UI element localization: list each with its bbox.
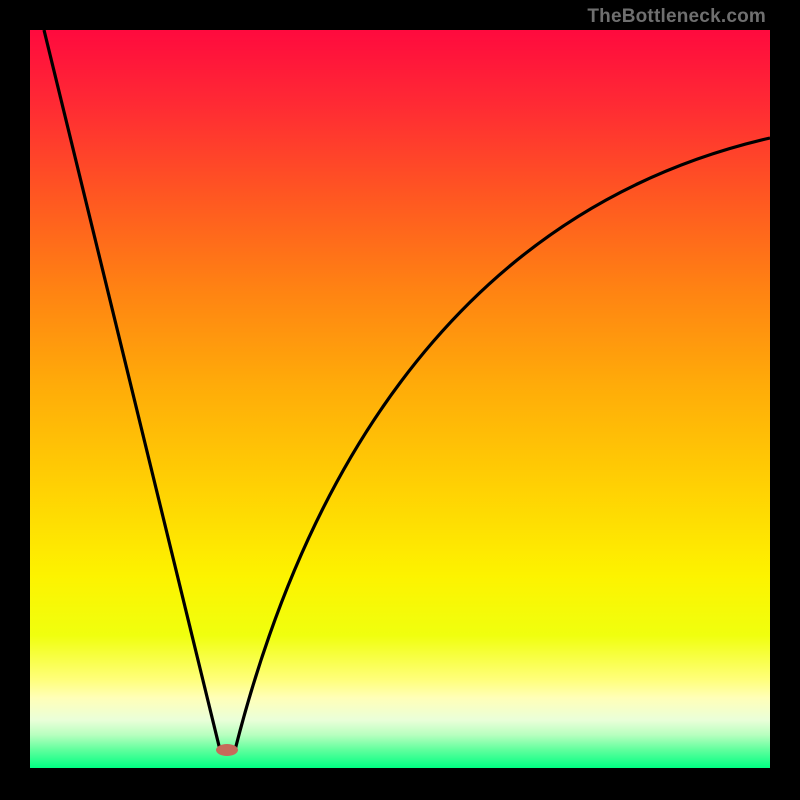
gradient-background bbox=[30, 30, 770, 768]
frame-border-bottom bbox=[0, 768, 800, 800]
plot-area bbox=[30, 30, 770, 768]
frame-border-right bbox=[770, 0, 800, 800]
watermark-text: TheBottleneck.com bbox=[587, 6, 766, 28]
curve-dip-marker bbox=[216, 744, 238, 756]
frame-border-left bbox=[0, 0, 30, 800]
plot-svg bbox=[30, 30, 770, 768]
